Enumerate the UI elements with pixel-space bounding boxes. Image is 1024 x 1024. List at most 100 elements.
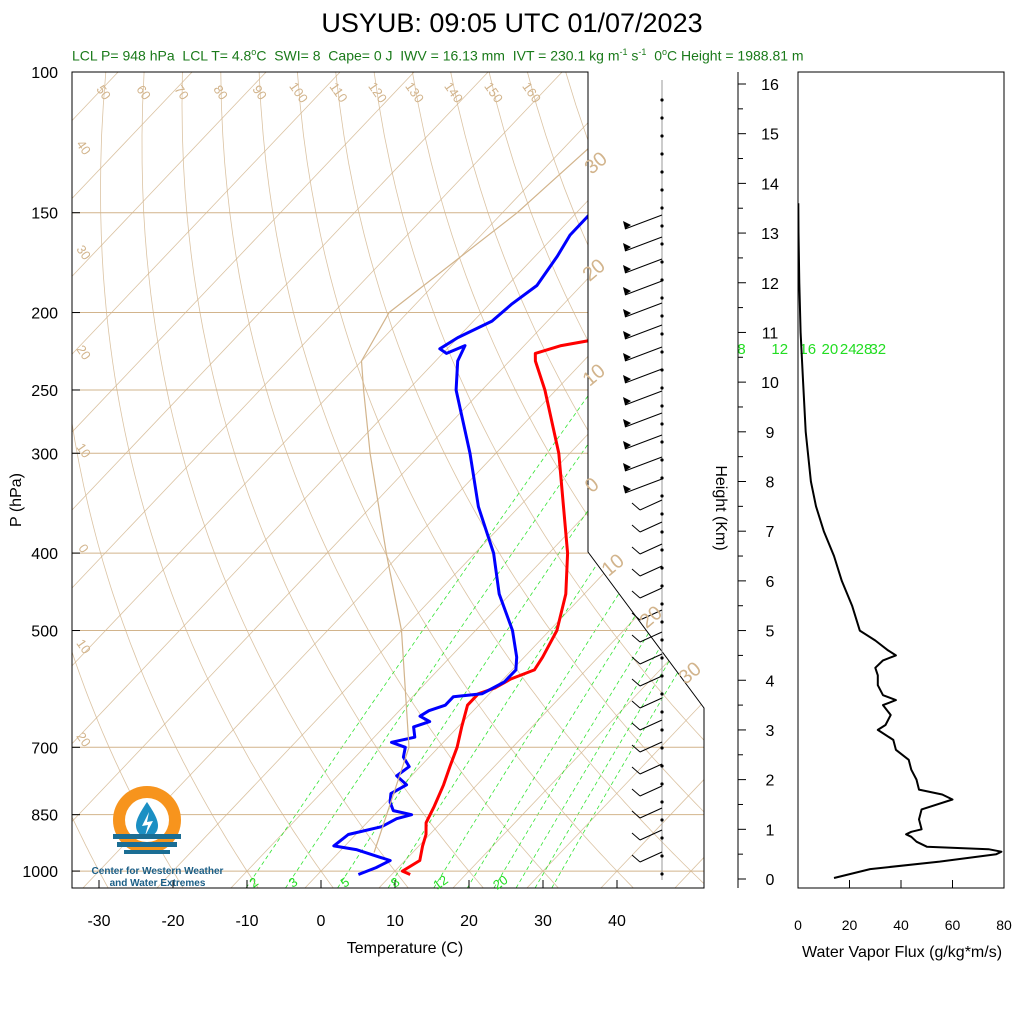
isotherm-line [72,72,267,888]
wind-barb-shaft [624,324,663,340]
wind-barb-station-dot [660,242,664,246]
mixing-ratio-label: 12 [771,341,788,358]
wind-barb-shaft [639,851,663,863]
isotherm-label-right: 20 [579,255,610,286]
potential-temperature-label: 110 [327,80,351,106]
wind-barb-station-dot [660,710,664,714]
mixing-ratio-line [515,312,704,888]
height-tick-label: 3 [766,723,775,740]
wind-barb-feather [631,568,641,577]
potential-temperature-label: 100 [286,79,311,105]
wind-barb-station-dot [660,314,664,318]
isotherm-line [72,72,415,888]
height-tick-label: 1 [766,822,775,839]
height-tick-label: 16 [761,77,779,94]
height-tick-label: 15 [761,127,779,144]
potential-temperature-label: 130 [402,79,427,105]
isotherm-line [378,72,704,888]
mixing-ratio-line [285,312,682,888]
wind-barb-station-dot [660,152,664,156]
wind-barb-station-dot [660,386,664,390]
mixing-ratio-line [534,312,704,888]
wind-barb-station-dot [660,656,664,660]
dry-adiabat-line [757,72,1024,888]
isotherm-label-right: 30 [675,658,706,689]
temperature-tick-label: 0 [317,913,326,930]
y-axis-title: P (hPa) [8,473,25,527]
potential-temperature-label: 70 [171,82,192,102]
isotherm-line [72,72,489,888]
wind-barb-station-dot [660,800,664,804]
temperature-tick-label: -10 [235,913,258,930]
wind-barb-station-dot [660,854,664,858]
dry-adiabat-line [181,72,484,888]
isobars [72,71,704,872]
guide-lines [72,72,1024,888]
isotherm-label-right: 10 [598,550,629,581]
wind-barb-shaft [624,368,663,384]
wind-barb-station-dot [660,440,664,444]
height-tick-label: 8 [766,475,775,492]
pressure-tick-label: 400 [31,546,58,563]
wind-barb-shaft [624,302,663,318]
flux-tick-label: 80 [996,917,1012,933]
wind-barb-feather [631,590,641,599]
flux-axes: 0 20 40 60 80 [794,880,1012,933]
wind-barb-flag [623,441,631,449]
logo-text-line-2: and Water Extremes [109,878,206,889]
wind-barb-feather [631,854,641,863]
mixing-ratio-label: 8 [737,341,745,358]
isotherm-line [82,72,704,888]
height-tick-label: 12 [761,276,779,293]
isotherm-line [72,72,704,888]
wind-barb-flag [623,309,631,317]
zero-c-label: 0 [654,47,662,64]
zero-c-height: C Height = 1988.81 m [667,47,804,64]
isotherm-line [72,72,341,888]
isotherm-line [230,72,704,888]
potential-temperature-label: 140 [441,79,466,105]
isotherm-line [72,72,637,888]
wind-barb-station-dot [660,602,664,606]
wind-barb-shaft [639,741,663,753]
wind-barb-flag [623,397,631,405]
wind-barb-feather [631,634,641,643]
wind-barb-shaft [624,258,663,274]
wind-barb-shaft [639,587,663,599]
wind-barb-station-dot [660,422,664,426]
isotherm-label-right: 10 [579,360,610,391]
temperature-tick-label: 40 [608,913,626,930]
wind-barb-station-dot [660,494,664,498]
isotherm-line [600,72,704,888]
wind-barb-shaft [639,543,663,555]
wind-barb-station-dot [660,170,664,174]
wind-barb-feather [631,722,641,731]
wind-barb-station-dot [660,224,664,228]
isotherm-line [72,72,704,888]
logo-text: Center for Western Weather and Water Ext… [90,866,225,890]
mixing-ratio-label-bottom: 12 [430,872,450,893]
wind-barb-feather [631,810,641,819]
wind-barb-station-dot [660,368,664,372]
lcl-temperature-unit: C [256,47,267,64]
wind-barb-flag [623,265,631,273]
mixing-ratio-label: 28 [856,341,873,358]
height-tick-label: 13 [761,226,779,243]
dry-adiabat-line [258,72,634,888]
temperature-tick-label: 10 [386,913,404,930]
dry-adiabat-line [72,72,184,888]
ivt-exponent-2: -1 [638,47,647,57]
wind-barb-flag [623,353,631,361]
mixing-ratio-line [337,312,704,888]
wind-barb-station-dot [660,728,664,732]
wind-barb-shaft [639,609,663,621]
potential-temperature-label: 90 [249,82,270,102]
wind-barb-feather [631,612,641,621]
flux-tick-label: 60 [945,917,961,933]
wind-barb-station-dot [660,512,664,516]
cape-value: Cape= 0 J [328,47,393,64]
wind-barb-feather [631,524,641,533]
wind-barb-shaft [639,697,663,709]
